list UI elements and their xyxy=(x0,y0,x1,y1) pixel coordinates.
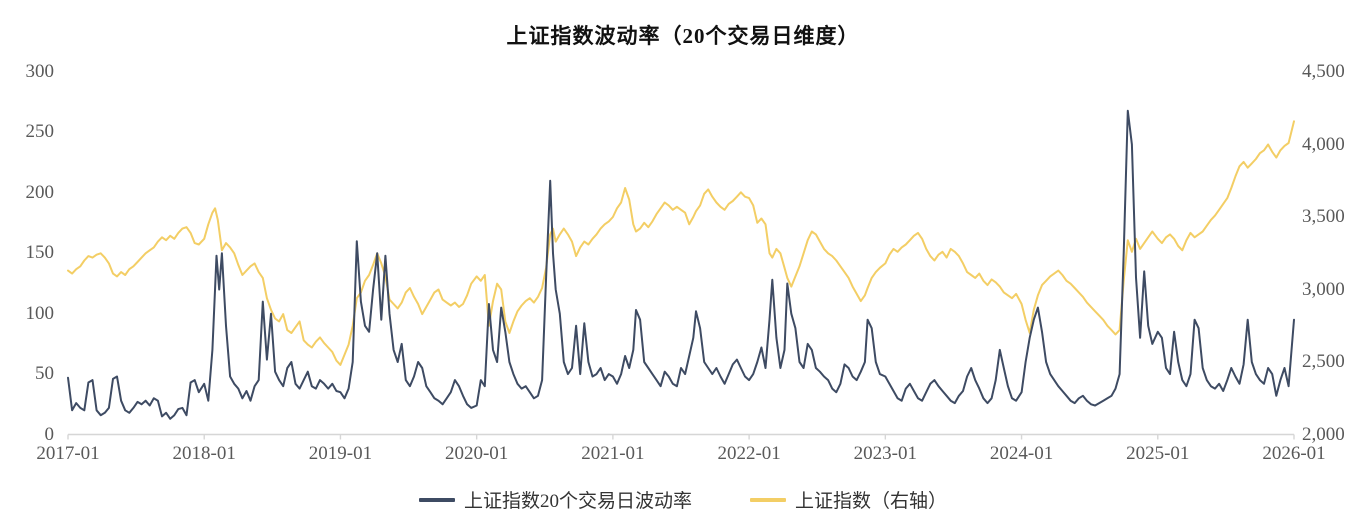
x-axis-tick-label: 2024-01 xyxy=(989,443,1054,464)
x-axis-tick-label: 2023-01 xyxy=(853,443,917,464)
index-line xyxy=(67,120,1295,366)
x-axis-tick-label: 2017-01 xyxy=(36,443,100,464)
chart-legend: 上证指数20个交易日波动率 上证指数（右轴） xyxy=(0,486,1366,513)
left-axis-tick-label: 0 xyxy=(44,423,55,445)
legend-item-volatility: 上证指数20个交易日波动率 xyxy=(418,486,692,513)
right-axis-tick-label: 4,000 xyxy=(1302,133,1345,155)
right-axis-tick-label: 3,500 xyxy=(1302,206,1345,227)
x-axis-tick-label: 2022-01 xyxy=(717,443,781,464)
x-axis-tick-label: 2025-01 xyxy=(1126,443,1190,464)
legend-item-index: 上证指数（右轴） xyxy=(750,486,947,513)
left-axis-tick-label: 150 xyxy=(25,242,55,264)
right-axis-tick-label: 3,000 xyxy=(1302,278,1345,300)
left-axis-tick-label: 300 xyxy=(25,61,55,82)
volatility-line xyxy=(67,109,1295,420)
volatility-line-swatch xyxy=(418,497,455,502)
left-axis-tick-label: 250 xyxy=(25,121,55,143)
chart-title: 上证指数波动率（20个交易日维度） xyxy=(506,24,860,48)
left-axis-tick-label: 100 xyxy=(25,302,55,324)
x-axis-tick-label: 2018-01 xyxy=(172,443,236,464)
legend-label: 上证指数（右轴） xyxy=(795,491,948,512)
x-axis-tick-label: 2021-01 xyxy=(581,443,645,464)
index-line-swatch xyxy=(750,497,786,502)
x-axis-line xyxy=(67,433,1295,440)
right-axis-tick-label: 2,000 xyxy=(1302,423,1345,445)
x-axis-tick-label: 2019-01 xyxy=(308,443,373,464)
right-axis-tick-label: 4,500 xyxy=(1302,61,1345,82)
right-axis-tick-label: 2,500 xyxy=(1302,351,1345,372)
x-axis-tick-label: 2020-01 xyxy=(444,443,509,464)
legend-label: 上证指数20个交易日波动率 xyxy=(463,491,692,512)
left-axis-tick-label: 200 xyxy=(25,181,55,203)
left-axis-tick-label: 50 xyxy=(35,363,54,385)
x-axis-tick-label: 2026-01 xyxy=(1262,443,1326,464)
